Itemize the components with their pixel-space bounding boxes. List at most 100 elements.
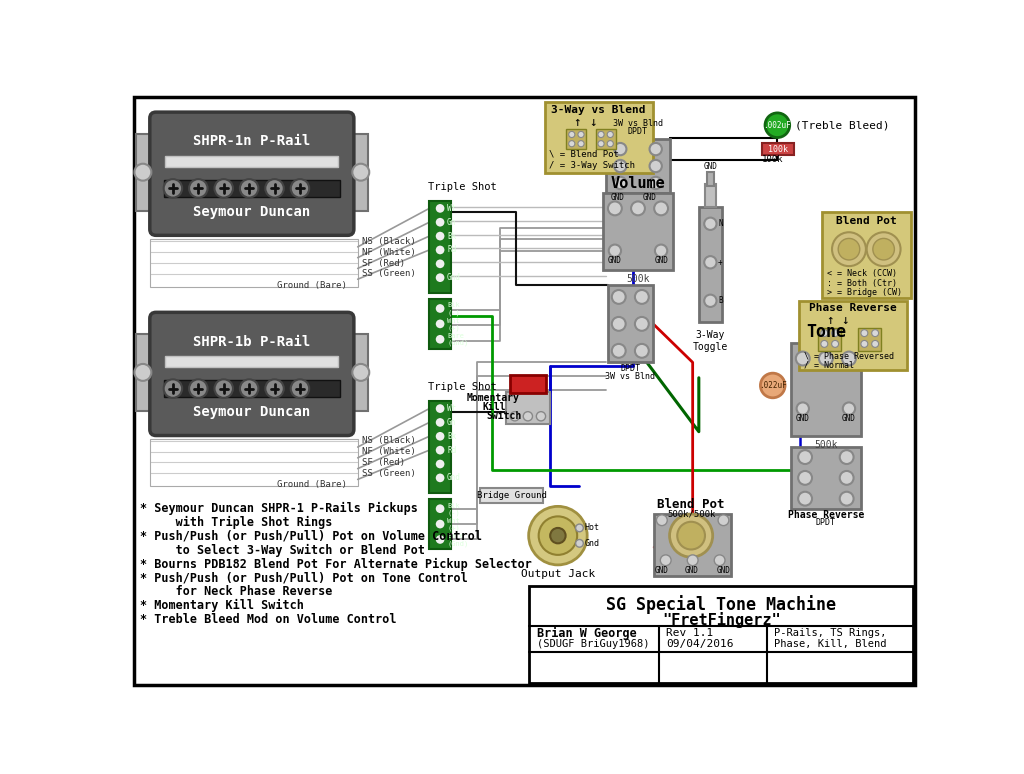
Circle shape (718, 515, 729, 526)
Bar (545, 102, 652, 173)
Circle shape (435, 534, 445, 545)
Text: 09/04/2016: 09/04/2016 (667, 639, 734, 649)
Text: Bare: Bare (447, 533, 464, 539)
Text: 3W vs Blnd: 3W vs Blnd (605, 372, 655, 381)
Circle shape (214, 379, 233, 398)
Circle shape (435, 272, 445, 283)
Circle shape (568, 141, 574, 147)
Text: Gn: Gn (447, 217, 457, 227)
Text: SS (Green): SS (Green) (361, 269, 416, 279)
Circle shape (840, 450, 854, 464)
Circle shape (598, 141, 604, 147)
Text: Triple Shot: Triple Shot (428, 382, 497, 392)
Circle shape (765, 113, 790, 138)
Bar (429, 499, 451, 550)
Circle shape (831, 330, 839, 337)
Circle shape (843, 402, 855, 415)
Text: SF (Red): SF (Red) (361, 259, 404, 268)
Text: NS (Black): NS (Black) (361, 437, 416, 445)
Text: Wht: Wht (447, 518, 460, 524)
Circle shape (821, 341, 827, 348)
Circle shape (539, 516, 578, 555)
Text: "FretFingerz": "FretFingerz" (662, 611, 780, 628)
Circle shape (435, 431, 445, 442)
Text: GND: GND (703, 163, 717, 171)
Circle shape (265, 379, 284, 398)
Text: 100k: 100k (768, 145, 788, 153)
Circle shape (660, 555, 671, 566)
Circle shape (435, 503, 445, 514)
Text: Phase Reverse: Phase Reverse (809, 303, 897, 313)
Circle shape (435, 259, 445, 269)
Circle shape (705, 295, 717, 307)
Text: ↓: ↓ (842, 314, 849, 327)
Text: Rev 1.1: Rev 1.1 (667, 628, 714, 639)
Circle shape (656, 515, 668, 526)
Circle shape (435, 334, 445, 344)
Circle shape (435, 217, 445, 228)
Text: Tone: Tone (806, 324, 846, 341)
Circle shape (435, 231, 445, 241)
Text: * Seymour Duncan SHPR-1 P-Rails Pickups: * Seymour Duncan SHPR-1 P-Rails Pickups (140, 502, 418, 515)
Circle shape (435, 417, 445, 428)
Text: Gn: Gn (447, 418, 457, 427)
Text: / = 3-Way Switch: / = 3-Way Switch (550, 161, 636, 170)
Circle shape (528, 506, 587, 565)
Text: Ground (Bare): Ground (Bare) (276, 480, 347, 488)
Circle shape (291, 379, 309, 398)
Text: Output Jack: Output Jack (521, 569, 595, 579)
Circle shape (631, 201, 645, 215)
Bar (818, 327, 842, 351)
Text: Bk: Bk (447, 432, 457, 441)
Text: Rd: Rd (447, 446, 457, 454)
Text: Blend Pot: Blend Pot (657, 498, 725, 512)
Text: N: N (718, 219, 723, 228)
Text: Seymour Duncan: Seymour Duncan (193, 205, 310, 219)
Circle shape (435, 519, 445, 529)
Text: (-): (-) (447, 509, 460, 515)
Bar (354, 134, 368, 211)
Text: DPDT: DPDT (628, 127, 648, 136)
Text: Blend Pot: Blend Pot (837, 217, 897, 227)
Text: P-Rails, TS Rings,: P-Rails, TS Rings, (774, 628, 887, 639)
Bar (608, 286, 652, 362)
Circle shape (435, 472, 445, 483)
Text: SHPR-1n P-Rail: SHPR-1n P-Rail (193, 135, 310, 149)
Circle shape (352, 164, 370, 180)
Text: Rd: Rd (447, 245, 457, 255)
Text: SHPR-1b P-Rail: SHPR-1b P-Rail (193, 334, 310, 348)
Circle shape (872, 238, 894, 260)
Text: (Treble Bleed): (Treble Bleed) (795, 120, 890, 130)
Circle shape (164, 379, 182, 398)
Bar (165, 356, 339, 367)
Text: Wht: Wht (447, 318, 460, 324)
Text: Bare: Bare (447, 333, 464, 339)
Circle shape (649, 176, 662, 189)
Circle shape (833, 232, 866, 266)
Bar (707, 172, 714, 186)
Circle shape (189, 179, 208, 197)
Circle shape (598, 132, 604, 138)
Text: Ground (Bare): Ground (Bare) (276, 281, 347, 290)
Circle shape (670, 514, 713, 557)
Circle shape (687, 555, 698, 566)
Text: Brian W George: Brian W George (538, 627, 637, 640)
Circle shape (510, 412, 519, 421)
Circle shape (435, 445, 445, 456)
Bar (354, 334, 368, 411)
Bar (429, 200, 451, 293)
Circle shape (861, 330, 867, 337)
Circle shape (677, 522, 705, 550)
Circle shape (819, 351, 833, 365)
Circle shape (164, 179, 182, 197)
Text: : = Both (Ctr): : = Both (Ctr) (826, 279, 897, 288)
Text: GND: GND (643, 193, 656, 202)
Text: SG Special Tone Machine: SG Special Tone Machine (606, 595, 837, 615)
Circle shape (611, 317, 626, 330)
Bar (799, 301, 906, 370)
Text: ↓: ↓ (589, 115, 596, 128)
Circle shape (821, 330, 827, 337)
Circle shape (861, 341, 867, 348)
Text: NS (Black): NS (Black) (361, 237, 416, 246)
Circle shape (578, 141, 584, 147)
